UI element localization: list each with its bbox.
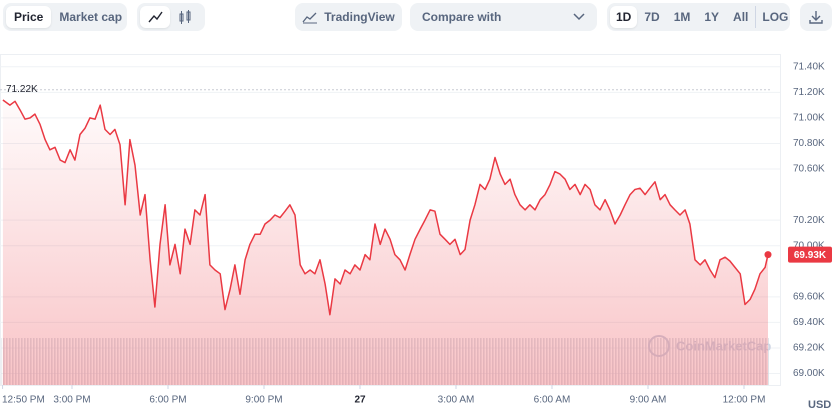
tab-market-cap[interactable]: Market cap [59,10,123,24]
range-log[interactable]: LOG [755,6,794,28]
max-label: 71.22K [6,84,38,95]
y-tick-label: 70.80K [793,138,825,149]
x-tick-label: 6:00 PM [149,395,186,406]
x-tick-label: 3:00 AM [438,395,475,406]
watermark-logo [648,335,670,357]
line-icon[interactable] [140,6,170,28]
compare-label: Compare with [422,10,502,24]
y-tick-label: 69.20K [793,343,825,354]
y-tick-label: 69.00K [793,368,825,379]
x-tick-label: 9:00 AM [630,395,667,406]
range-1d[interactable]: 1D [610,6,638,28]
x-tick-label: 6:00 AM [534,395,571,406]
tradingview-label: TradingView [324,10,395,24]
y-tick-label: 69.60K [793,291,825,302]
tradingview-button[interactable]: TradingView [295,3,402,31]
y-tick-label: 69.40K [793,317,825,328]
last-point [764,251,772,259]
y-tick-label: 71.20K [793,87,825,98]
x-tick-label: 12:00 PM [723,395,766,406]
watermark: CoinMarketCap [676,338,771,353]
candle-icon[interactable] [170,6,200,28]
y-tick-label: 70.20K [793,215,825,226]
x-tick-label: 27 [354,395,366,406]
view-tabs: Price Market cap [3,3,127,31]
last-price-box [788,246,832,263]
price-line [2,99,769,316]
currency-label: USD [808,399,831,411]
range-1y[interactable]: 1Y [704,10,720,24]
plot-frame [0,54,781,386]
chart-kind [137,3,205,31]
last-price-label: 69.93K [794,250,827,261]
volume-bars [1,338,769,385]
compare-dropdown[interactable]: Compare with [410,3,597,31]
range-1m[interactable]: 1M [673,10,691,24]
x-tick-label: 3:00 PM [53,395,90,406]
download-button[interactable] [800,3,832,31]
x-tick-label: 9:00 PM [245,395,282,406]
x-tick-label: 12:50 PM [2,395,45,406]
y-tick-label: 70.60K [793,164,825,175]
y-tick-label: 70.00K [793,240,825,251]
range-7d[interactable]: 7D [644,10,660,24]
range-tabs: 1D 7D 1M 1Y All LOG [607,3,790,31]
area-fill [2,100,768,385]
tab-price[interactable]: Price [6,6,52,28]
y-tick-label: 71.00K [793,113,825,124]
y-tick-label: 71.40K [793,61,825,72]
range-all[interactable]: All [733,10,749,24]
